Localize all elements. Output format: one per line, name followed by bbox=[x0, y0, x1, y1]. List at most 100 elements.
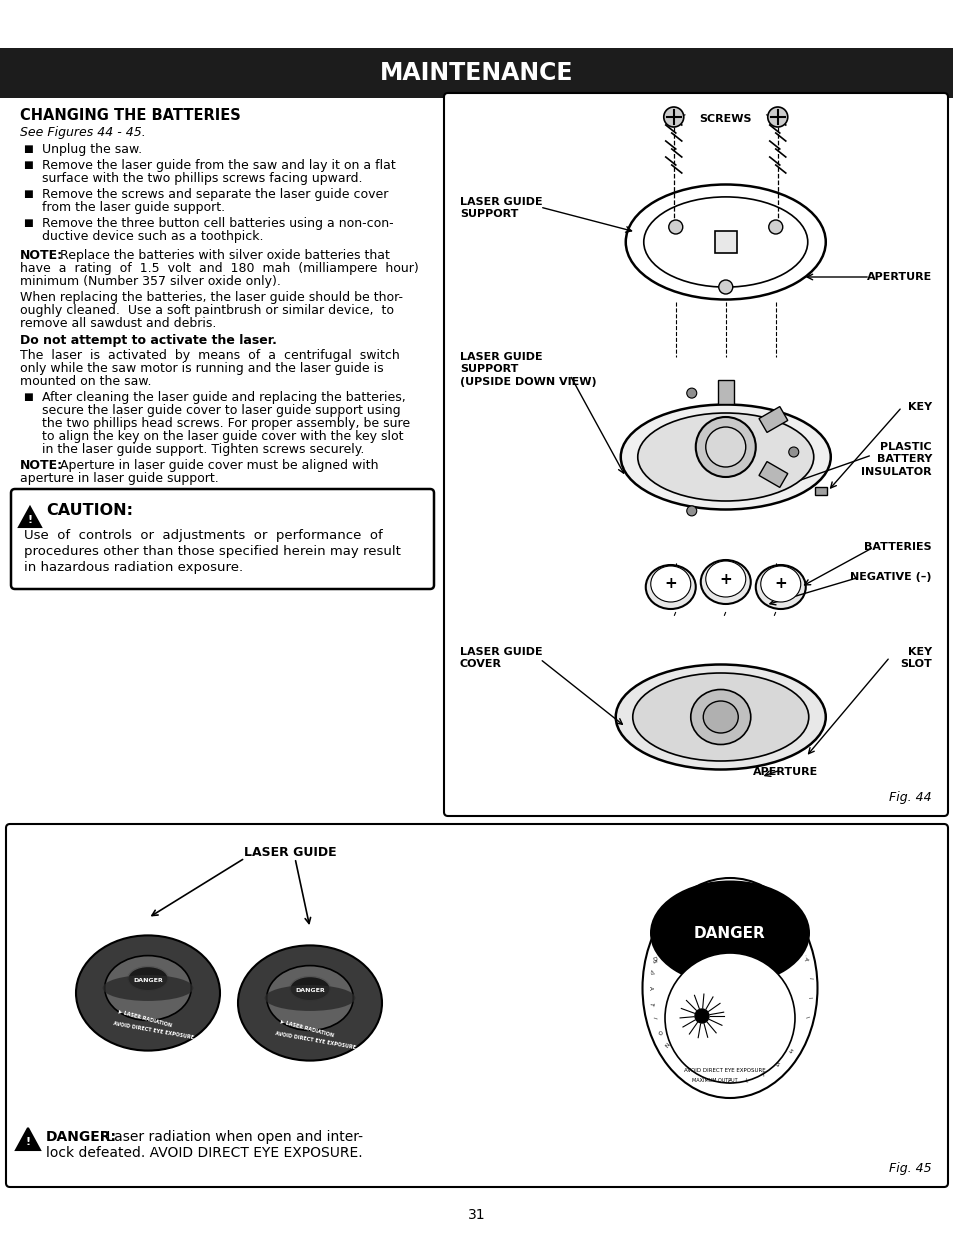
Ellipse shape bbox=[128, 967, 168, 990]
Text: in hazardous radiation exposure.: in hazardous radiation exposure. bbox=[24, 561, 243, 574]
Text: the two phillips head screws. For proper assembly, be sure: the two phillips head screws. For proper… bbox=[42, 417, 410, 430]
Circle shape bbox=[686, 388, 696, 398]
Text: I: I bbox=[651, 1016, 656, 1019]
Text: T: T bbox=[648, 1000, 653, 1005]
Text: A: A bbox=[759, 1072, 764, 1078]
Text: Remove the three button cell batteries using a non-con-: Remove the three button cell batteries u… bbox=[42, 217, 394, 230]
Text: N: N bbox=[793, 932, 800, 939]
Ellipse shape bbox=[702, 701, 738, 734]
Text: T: T bbox=[734, 890, 738, 895]
Text: Fig. 44: Fig. 44 bbox=[888, 790, 931, 804]
Text: S: S bbox=[785, 1049, 792, 1055]
Text: A: A bbox=[802, 956, 808, 961]
Text: aperture in laser guide support.: aperture in laser guide support. bbox=[20, 472, 218, 485]
Text: L: L bbox=[786, 921, 792, 927]
Text: AVOID DIRECT EYE EXPOSURE: AVOID DIRECT EYE EXPOSURE bbox=[112, 1021, 194, 1041]
Text: 5: 5 bbox=[775, 909, 781, 915]
Circle shape bbox=[668, 220, 682, 233]
Circle shape bbox=[663, 107, 683, 127]
Text: NOTE:: NOTE: bbox=[20, 459, 63, 472]
Text: +: + bbox=[719, 572, 731, 587]
Text: DANGER: DANGER bbox=[694, 925, 765, 941]
Text: ▶ LASER RADIATION: ▶ LASER RADIATION bbox=[280, 1019, 335, 1037]
Text: Unplug the saw.: Unplug the saw. bbox=[42, 143, 142, 156]
Text: Remove the screws and separate the laser guide cover: Remove the screws and separate the laser… bbox=[42, 188, 388, 201]
Text: 6: 6 bbox=[767, 903, 773, 909]
Text: lock defeated. AVOID DIRECT EYE EXPOSURE.: lock defeated. AVOID DIRECT EYE EXPOSURE… bbox=[46, 1146, 362, 1160]
Text: BATTERIES: BATTERIES bbox=[863, 542, 931, 552]
Text: Laser radiation when open and inter-: Laser radiation when open and inter- bbox=[102, 1130, 363, 1144]
Ellipse shape bbox=[237, 946, 381, 1061]
Text: LASER GUIDE
SUPPORT: LASER GUIDE SUPPORT bbox=[459, 198, 542, 220]
Text: A: A bbox=[655, 942, 661, 947]
Text: See Figures 44 - 45.: See Figures 44 - 45. bbox=[20, 126, 146, 140]
Text: O: O bbox=[655, 1028, 661, 1034]
Circle shape bbox=[695, 1009, 708, 1023]
Bar bbox=[714, 231, 736, 253]
Polygon shape bbox=[16, 1128, 40, 1150]
Text: A: A bbox=[674, 913, 679, 919]
Text: A: A bbox=[647, 986, 652, 990]
Bar bbox=[759, 462, 787, 488]
Text: W: W bbox=[666, 920, 674, 927]
Text: D: D bbox=[650, 956, 657, 961]
Text: mounted on the saw.: mounted on the saw. bbox=[20, 375, 152, 388]
Text: APERTURE: APERTURE bbox=[752, 767, 818, 777]
Text: L: L bbox=[728, 890, 731, 895]
Text: Fig. 45: Fig. 45 bbox=[888, 1162, 931, 1174]
Text: ■: ■ bbox=[23, 144, 32, 154]
Ellipse shape bbox=[620, 405, 830, 510]
Text: minimum (Number 357 silver oxide only).: minimum (Number 357 silver oxide only). bbox=[20, 275, 280, 288]
Text: I: I bbox=[806, 997, 811, 999]
Text: oughly cleaned.  Use a soft paintbrush or similar device,  to: oughly cleaned. Use a soft paintbrush or… bbox=[20, 304, 394, 317]
Text: I: I bbox=[648, 972, 653, 974]
Text: S: S bbox=[702, 894, 707, 900]
Text: have  a  rating  of  1.5  volt  and  180  mah  (milliampere  hour): have a rating of 1.5 volt and 180 mah (m… bbox=[20, 262, 418, 275]
Text: SCREWS: SCREWS bbox=[699, 114, 751, 124]
Text: I: I bbox=[806, 977, 811, 979]
Circle shape bbox=[705, 427, 745, 467]
Text: CHANGING THE BATTERIES: CHANGING THE BATTERIES bbox=[20, 107, 240, 124]
Text: KEY
SLOT: KEY SLOT bbox=[900, 647, 931, 669]
Text: ■: ■ bbox=[23, 219, 32, 228]
Ellipse shape bbox=[664, 953, 794, 1083]
Text: +: + bbox=[774, 577, 786, 592]
Text: W: W bbox=[657, 937, 663, 945]
Text: MAINTENANCE: MAINTENANCE bbox=[380, 61, 573, 85]
Text: LASER GUIDE
SUPPORT
(UPSIDE DOWN VIEW): LASER GUIDE SUPPORT (UPSIDE DOWN VIEW) bbox=[459, 352, 596, 387]
Text: N: N bbox=[715, 892, 720, 897]
Text: surface with the two phillips screws facing upward.: surface with the two phillips screws fac… bbox=[42, 172, 362, 185]
FancyBboxPatch shape bbox=[443, 93, 947, 816]
Text: E: E bbox=[706, 893, 711, 899]
Text: remove all sawdust and debris.: remove all sawdust and debris. bbox=[20, 317, 216, 330]
Text: Aperture in laser guide cover must be aligned with: Aperture in laser guide cover must be al… bbox=[56, 459, 378, 472]
Text: Use  of  controls  or  adjustments  or  performance  of: Use of controls or adjustments or perfor… bbox=[24, 529, 382, 542]
Circle shape bbox=[767, 107, 787, 127]
Ellipse shape bbox=[632, 673, 808, 761]
Text: E: E bbox=[689, 902, 695, 908]
Text: secure the laser guide cover to laser guide support using: secure the laser guide cover to laser gu… bbox=[42, 404, 400, 417]
Ellipse shape bbox=[700, 559, 750, 604]
Ellipse shape bbox=[105, 956, 191, 1020]
Text: When replacing the batteries, the laser guide should be thor-: When replacing the batteries, the laser … bbox=[20, 291, 402, 304]
Text: PLASTIC
BATTERY
INSULATOR: PLASTIC BATTERY INSULATOR bbox=[861, 442, 931, 477]
Text: R: R bbox=[679, 908, 685, 914]
Text: APERTURE: APERTURE bbox=[866, 272, 931, 282]
Text: only while the saw motor is running and the laser guide is: only while the saw motor is running and … bbox=[20, 362, 383, 375]
Text: LASER GUIDE: LASER GUIDE bbox=[243, 846, 336, 860]
Text: NOTE:: NOTE: bbox=[20, 249, 63, 262]
Ellipse shape bbox=[760, 566, 800, 601]
Text: Do not attempt to activate the laser.: Do not attempt to activate the laser. bbox=[20, 333, 276, 347]
Text: DANGER: DANGER bbox=[133, 978, 163, 983]
FancyBboxPatch shape bbox=[11, 489, 434, 589]
Text: S: S bbox=[773, 1062, 780, 1068]
Text: 5: 5 bbox=[650, 958, 656, 963]
Ellipse shape bbox=[690, 689, 750, 745]
Text: to align the key on the laser guide cover with the key slot: to align the key on the laser guide cove… bbox=[42, 430, 403, 443]
Text: KEY: KEY bbox=[907, 403, 931, 412]
Ellipse shape bbox=[755, 564, 805, 609]
Text: :: : bbox=[752, 894, 755, 900]
FancyBboxPatch shape bbox=[6, 824, 947, 1187]
Text: 0: 0 bbox=[781, 916, 787, 923]
Ellipse shape bbox=[641, 878, 817, 1098]
